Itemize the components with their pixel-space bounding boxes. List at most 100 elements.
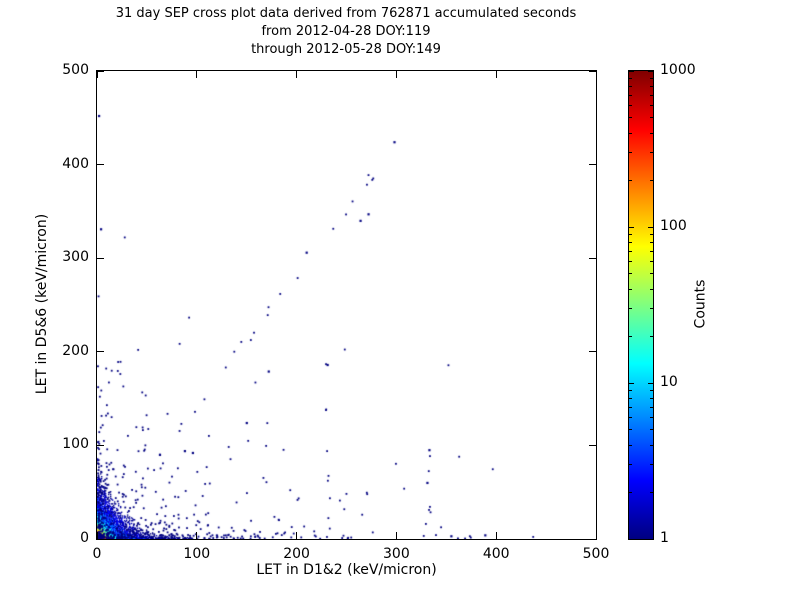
colorbar-tick-label: 1000 bbox=[660, 62, 696, 78]
colorbar-minor-tick bbox=[629, 389, 632, 391]
x-axis-label: LET in D1&2 (keV/micron) bbox=[256, 562, 437, 578]
y-tick-mark bbox=[97, 164, 104, 166]
colorbar-tick-mark bbox=[629, 226, 634, 228]
colorbar-minor-tick bbox=[629, 132, 632, 134]
colorbar-minor-tick-right bbox=[650, 308, 653, 310]
y-tick-label: 0 bbox=[80, 530, 89, 546]
colorbar-minor-tick-right bbox=[650, 389, 653, 391]
colorbar-tick-mark-right bbox=[648, 538, 653, 540]
colorbar-minor-tick bbox=[629, 308, 632, 310]
colorbar-minor-tick bbox=[629, 335, 632, 337]
colorbar-minor-tick-right bbox=[650, 117, 653, 119]
x-tick-label: 400 bbox=[482, 546, 510, 562]
colorbar-tick-mark-right bbox=[648, 226, 653, 228]
y-tick-mark-right bbox=[589, 164, 596, 166]
colorbar-tick-mark-right bbox=[648, 70, 653, 72]
colorbar-minor-tick bbox=[629, 241, 632, 243]
x-tick-mark-top bbox=[196, 71, 198, 78]
x-tick-mark bbox=[495, 532, 497, 539]
colorbar-minor-tick bbox=[629, 491, 632, 493]
y-tick-label: 300 bbox=[62, 249, 89, 266]
colorbar-minor-tick-right bbox=[650, 335, 653, 337]
x-tick-label: 500 bbox=[582, 546, 610, 562]
colorbar-minor-tick-right bbox=[650, 152, 653, 154]
x-tick-mark bbox=[96, 532, 98, 539]
y-tick-label: 400 bbox=[62, 155, 89, 172]
x-tick-mark bbox=[595, 532, 597, 539]
colorbar-minor-tick-right bbox=[650, 444, 653, 446]
colorbar-minor-tick-right bbox=[650, 179, 653, 181]
x-tick-label: 0 bbox=[92, 546, 102, 562]
colorbar-minor-tick-right bbox=[650, 464, 653, 466]
x-tick-label: 300 bbox=[383, 546, 410, 562]
x-tick-mark-top bbox=[395, 71, 397, 78]
colorbar-minor-tick-right bbox=[650, 273, 653, 275]
x-tick-mark-top bbox=[96, 71, 98, 78]
colorbar-tick-mark bbox=[629, 538, 634, 540]
plot-area bbox=[96, 70, 597, 540]
colorbar-tick-mark bbox=[629, 382, 634, 384]
y-axis-label-text: LET in D5&6 (keV/micron) bbox=[34, 213, 50, 395]
x-tick-mark bbox=[196, 532, 198, 539]
colorbar-minor-tick-right bbox=[650, 241, 653, 243]
colorbar-label-text: Counts bbox=[692, 279, 708, 329]
y-tick-mark bbox=[97, 257, 104, 259]
y-tick-mark-right bbox=[589, 257, 596, 259]
colorbar-minor-tick-right bbox=[650, 94, 653, 96]
y-tick-mark bbox=[97, 538, 104, 540]
colorbar-tick-label: 10 bbox=[660, 374, 678, 390]
y-tick-mark-right bbox=[589, 351, 596, 353]
colorbar-minor-tick-right bbox=[650, 261, 653, 263]
colorbar-minor-tick bbox=[629, 233, 632, 235]
y-tick-label: 500 bbox=[62, 62, 89, 78]
colorbar-minor-tick bbox=[629, 444, 632, 446]
y-axis-label: LET in D5&6 (keV/micron) bbox=[6, 70, 78, 538]
y-tick-label: 100 bbox=[62, 436, 89, 453]
colorbar-minor-tick-right bbox=[650, 417, 653, 419]
colorbar-minor-tick bbox=[629, 94, 632, 96]
scatter-canvas bbox=[97, 71, 596, 539]
colorbar-minor-tick-right bbox=[650, 406, 653, 408]
colorbar-minor-tick-right bbox=[650, 132, 653, 134]
x-tick-label: 100 bbox=[183, 546, 211, 562]
colorbar-minor-tick bbox=[629, 397, 632, 399]
colorbar-tick-mark-right bbox=[648, 382, 653, 384]
chart-title-line-1: 31 day SEP cross plot data derived from … bbox=[115, 6, 577, 21]
colorbar-minor-tick bbox=[629, 288, 632, 290]
y-tick-mark bbox=[97, 444, 104, 446]
x-tick-mark bbox=[395, 532, 397, 539]
colorbar bbox=[628, 70, 654, 540]
colorbar-tick-mark bbox=[629, 70, 634, 72]
colorbar-minor-tick bbox=[629, 273, 632, 275]
x-tick-label: 200 bbox=[283, 546, 310, 562]
colorbar-minor-tick bbox=[629, 105, 632, 107]
colorbar-minor-tick bbox=[629, 429, 632, 431]
colorbar-minor-tick bbox=[629, 77, 632, 79]
colorbar-minor-tick-right bbox=[650, 288, 653, 290]
colorbar-minor-tick bbox=[629, 85, 632, 87]
colorbar-minor-tick-right bbox=[650, 233, 653, 235]
colorbar-tick-label: 1 bbox=[660, 530, 669, 546]
y-tick-label: 200 bbox=[62, 342, 89, 359]
y-tick-mark bbox=[97, 70, 104, 72]
colorbar-minor-tick bbox=[629, 261, 632, 263]
colorbar-minor-tick bbox=[629, 464, 632, 466]
colorbar-minor-tick-right bbox=[650, 429, 653, 431]
colorbar-minor-tick bbox=[629, 250, 632, 252]
colorbar-minor-tick bbox=[629, 117, 632, 119]
x-tick-mark-top bbox=[296, 71, 298, 78]
y-tick-mark-right bbox=[589, 538, 596, 540]
colorbar-minor-tick-right bbox=[650, 491, 653, 493]
colorbar-tick-label: 100 bbox=[660, 218, 687, 234]
colorbar-minor-tick bbox=[629, 152, 632, 154]
colorbar-minor-tick bbox=[629, 406, 632, 408]
colorbar-label: Counts bbox=[664, 70, 736, 538]
colorbar-minor-tick-right bbox=[650, 85, 653, 87]
colorbar-minor-tick-right bbox=[650, 77, 653, 79]
colorbar-minor-tick-right bbox=[650, 105, 653, 107]
y-tick-mark-right bbox=[589, 70, 596, 72]
x-tick-mark-top bbox=[595, 71, 597, 78]
y-tick-mark bbox=[97, 351, 104, 353]
x-tick-mark bbox=[296, 532, 298, 539]
